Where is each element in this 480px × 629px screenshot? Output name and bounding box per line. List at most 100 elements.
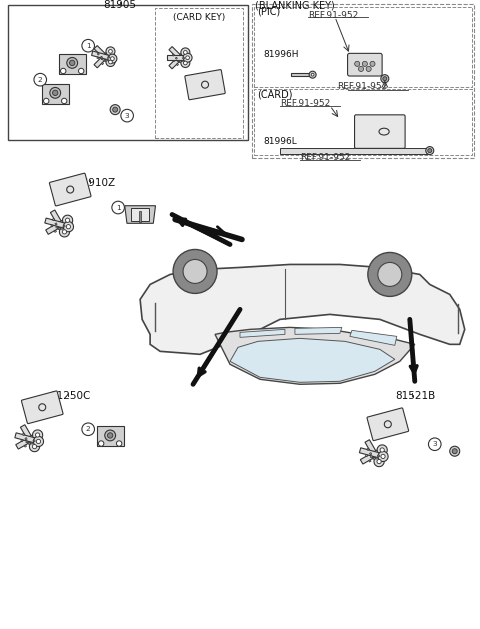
Circle shape	[60, 226, 70, 237]
Circle shape	[63, 221, 73, 232]
Circle shape	[108, 433, 113, 438]
Polygon shape	[350, 330, 397, 345]
Polygon shape	[45, 218, 67, 229]
Polygon shape	[23, 433, 24, 435]
Polygon shape	[173, 60, 174, 62]
Circle shape	[106, 47, 115, 56]
Polygon shape	[360, 448, 382, 464]
Polygon shape	[59, 228, 61, 230]
Circle shape	[183, 259, 207, 284]
Polygon shape	[179, 60, 180, 62]
Polygon shape	[59, 54, 86, 74]
Circle shape	[32, 445, 36, 448]
Polygon shape	[181, 60, 183, 62]
Circle shape	[108, 54, 117, 63]
Polygon shape	[169, 47, 186, 64]
Text: 3: 3	[125, 113, 130, 119]
Polygon shape	[101, 62, 104, 65]
Text: REF.91-952: REF.91-952	[280, 99, 330, 108]
FancyBboxPatch shape	[355, 115, 405, 148]
Polygon shape	[108, 56, 110, 58]
Polygon shape	[54, 230, 57, 233]
Polygon shape	[378, 455, 380, 457]
Polygon shape	[101, 58, 103, 60]
Text: (BLANKING KEY): (BLANKING KEY)	[255, 1, 335, 11]
Polygon shape	[366, 455, 368, 457]
Polygon shape	[16, 433, 37, 449]
Text: 2: 2	[86, 426, 91, 432]
Circle shape	[61, 98, 67, 104]
Text: 2: 2	[38, 77, 43, 82]
FancyBboxPatch shape	[22, 391, 63, 423]
Polygon shape	[167, 55, 186, 60]
Circle shape	[355, 61, 360, 67]
Polygon shape	[25, 438, 27, 440]
Polygon shape	[291, 74, 311, 76]
Circle shape	[52, 90, 58, 96]
Circle shape	[33, 430, 43, 440]
Circle shape	[378, 262, 402, 286]
Polygon shape	[280, 148, 430, 153]
Circle shape	[105, 430, 116, 441]
Circle shape	[377, 445, 387, 455]
Circle shape	[117, 441, 122, 446]
Polygon shape	[52, 218, 55, 221]
Polygon shape	[46, 219, 67, 235]
Polygon shape	[21, 425, 36, 447]
Polygon shape	[96, 426, 124, 446]
Circle shape	[98, 441, 104, 446]
Circle shape	[66, 225, 71, 229]
Polygon shape	[56, 226, 58, 228]
Polygon shape	[169, 52, 186, 69]
Circle shape	[181, 58, 190, 67]
Circle shape	[374, 457, 384, 467]
Polygon shape	[29, 442, 31, 445]
Text: 76910Z: 76910Z	[75, 177, 115, 187]
FancyBboxPatch shape	[367, 408, 408, 440]
Text: REF.91-952: REF.91-952	[308, 11, 358, 19]
Circle shape	[181, 48, 190, 57]
Circle shape	[34, 74, 47, 86]
Polygon shape	[55, 223, 57, 225]
Circle shape	[108, 60, 112, 64]
Circle shape	[368, 252, 412, 296]
Polygon shape	[180, 60, 181, 62]
Text: (PIC): (PIC)	[257, 7, 280, 17]
Polygon shape	[94, 51, 111, 68]
Polygon shape	[104, 59, 106, 62]
Text: 81250C: 81250C	[50, 391, 91, 401]
Circle shape	[173, 250, 217, 293]
Polygon shape	[175, 57, 178, 59]
Polygon shape	[375, 457, 377, 459]
Polygon shape	[371, 456, 372, 458]
Circle shape	[108, 50, 112, 53]
FancyBboxPatch shape	[49, 173, 91, 206]
Polygon shape	[132, 208, 149, 221]
Circle shape	[428, 148, 432, 153]
Polygon shape	[230, 338, 395, 382]
Text: (CARD): (CARD)	[257, 90, 292, 99]
Text: 1: 1	[86, 43, 91, 48]
Circle shape	[82, 423, 95, 435]
Polygon shape	[97, 57, 99, 58]
Polygon shape	[92, 51, 111, 60]
Circle shape	[112, 201, 124, 214]
Polygon shape	[125, 206, 156, 223]
Circle shape	[183, 50, 187, 54]
Circle shape	[362, 61, 367, 67]
Circle shape	[429, 438, 441, 450]
Circle shape	[36, 433, 40, 437]
Circle shape	[70, 60, 75, 65]
Circle shape	[186, 56, 190, 60]
Polygon shape	[183, 57, 185, 59]
Text: 3: 3	[432, 441, 437, 447]
Circle shape	[36, 439, 41, 443]
Polygon shape	[33, 440, 36, 442]
Text: 81996L: 81996L	[263, 137, 297, 146]
Polygon shape	[240, 330, 285, 337]
Circle shape	[110, 57, 114, 60]
Polygon shape	[369, 460, 371, 462]
Polygon shape	[94, 45, 111, 62]
Circle shape	[113, 107, 118, 112]
Circle shape	[29, 442, 39, 452]
